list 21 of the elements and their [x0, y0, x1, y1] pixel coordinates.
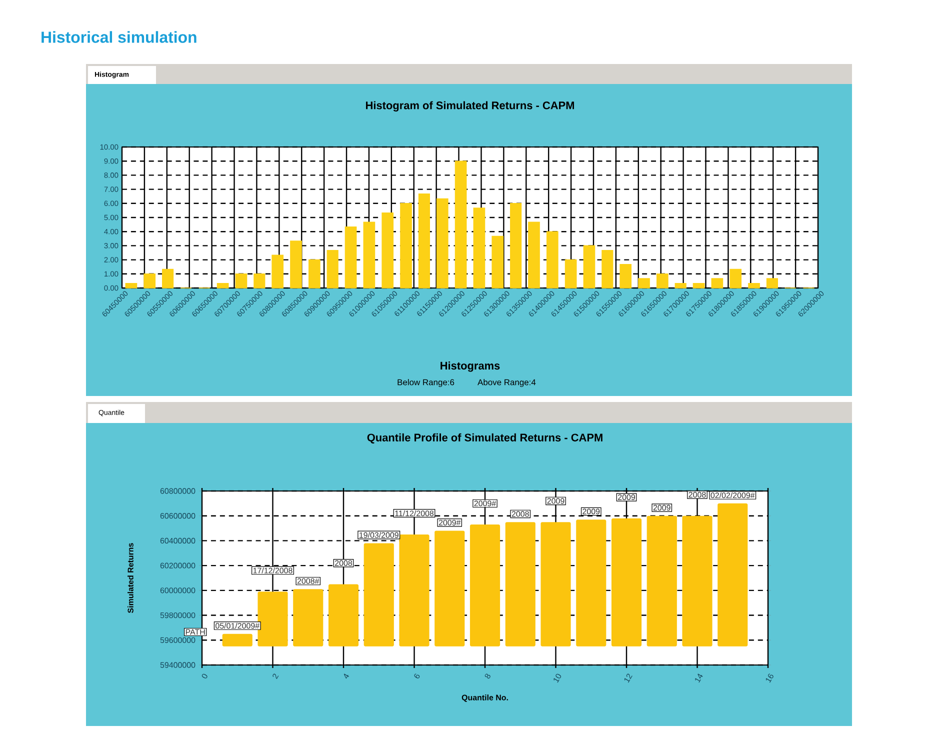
bar	[364, 543, 394, 646]
bar	[540, 522, 571, 646]
bar	[470, 524, 500, 646]
bar	[328, 584, 359, 646]
bar	[293, 589, 324, 646]
bar	[222, 634, 252, 646]
bar	[576, 520, 606, 646]
bar	[505, 522, 536, 646]
text: Below Range:6	[398, 379, 454, 387]
bar	[399, 534, 430, 646]
bar	[718, 503, 748, 646]
chart-title: Histogram of Simulated Returns - CAPM	[366, 101, 574, 112]
text: Historical simulation	[42, 31, 196, 43]
chart-title: Quantile Profile of Simulated Returns - CAPM	[367, 433, 602, 444]
bar	[611, 518, 642, 646]
bar	[646, 516, 677, 646]
bar	[258, 592, 288, 646]
text: Above Range:4	[478, 379, 536, 387]
x-axis-title: Histograms	[440, 362, 500, 372]
bar	[682, 516, 712, 646]
bar	[434, 530, 465, 646]
